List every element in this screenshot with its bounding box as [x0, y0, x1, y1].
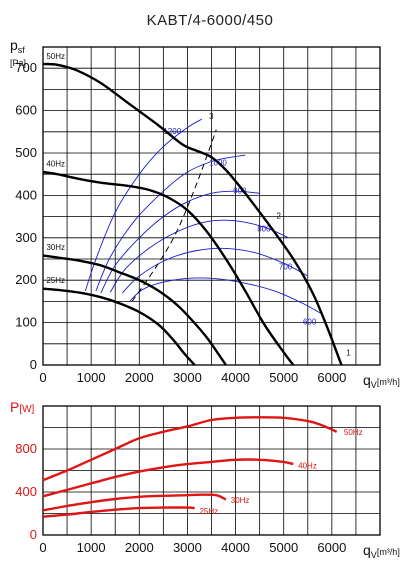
- pressure-curve-50Hz: [42, 62, 343, 366]
- power-plot: 0 1000 2000 3000 4000 5000 6000 0 400 800 50Hz 40Hz…: [15, 405, 381, 555]
- pressure-x-label-unit: [m³/h]: [377, 377, 400, 387]
- pressure-plot-frame: [42, 46, 381, 366]
- power-x-axis-label: qV[m³/h]: [363, 542, 400, 560]
- system-curve: [131, 129, 217, 302]
- pressure-y-tick-label: 300: [15, 230, 37, 245]
- pressure-x-label-sub: V: [371, 380, 377, 390]
- pressure-y-axis-label: psf: [10, 37, 25, 55]
- power-curve-30Hz: [42, 493, 227, 512]
- iso-label: 600: [303, 318, 317, 327]
- pressure-x-tick-label: 4000: [221, 370, 250, 385]
- power-x-tick-label: 4000: [221, 540, 250, 555]
- power-hz-label: 50Hz: [344, 428, 363, 437]
- pressure-x-label-main: q: [363, 372, 371, 388]
- power-x-tick-label: 6000: [317, 540, 346, 555]
- power-x-tick-label: 5000: [269, 540, 298, 555]
- pressure-x-tick-label: 2000: [125, 370, 154, 385]
- power-hz-label: 30Hz: [231, 496, 250, 505]
- power-curve-25Hz: [42, 506, 195, 518]
- curve-number-label: 1: [346, 349, 351, 358]
- power-curve-40Hz: [42, 458, 294, 498]
- pressure-y-tick-label: 200: [15, 272, 37, 287]
- pressure-y-tick-label: 500: [15, 145, 37, 160]
- power-hz-label: 40Hz: [298, 461, 317, 470]
- iso-label: 900: [233, 186, 247, 195]
- pressure-curve-30Hz: [42, 254, 227, 366]
- power-x-tick-label: 0: [39, 540, 46, 555]
- power-y-tick-label: 0: [30, 527, 37, 542]
- pressure-hz-label: 40Hz: [46, 160, 65, 169]
- iso-curve-800: [110, 219, 289, 293]
- iso-curve-1000: [95, 154, 246, 291]
- iso-curve-1200: [84, 118, 203, 291]
- pressure-hz-label: 25Hz: [46, 276, 65, 285]
- pressure-plot: 0 1000 2000 3000 4000 5000 6000 0 100 200 300 400 50…: [15, 46, 381, 385]
- pressure-curve-25Hz: [42, 287, 196, 366]
- chart-title: KABT/4-6000/450: [147, 12, 274, 29]
- power-x-label-unit: [m³/h]: [377, 547, 400, 557]
- power-y-label-main: P: [10, 399, 19, 415]
- pressure-curve-40Hz: [42, 170, 295, 366]
- iso-curve-600: [129, 277, 323, 315]
- power-y-axis-label: P[W]: [10, 399, 35, 415]
- pressure-x-tick-label: 3000: [173, 370, 202, 385]
- power-x-tick-label: 3000: [173, 540, 202, 555]
- iso-label: 800: [257, 224, 271, 233]
- iso-label: 1200: [163, 127, 181, 136]
- power-hz-label: 25Hz: [199, 507, 218, 516]
- power-x-label-main: q: [363, 542, 371, 558]
- pressure-y-tick-label: 0: [30, 357, 37, 372]
- pressure-x-tick-label: 1000: [77, 370, 106, 385]
- pressure-y-tick-label: 100: [15, 315, 37, 330]
- power-y-tick-label: 400: [15, 484, 37, 499]
- curve-number-label: 2: [276, 212, 281, 221]
- power-y-label-unit: [W]: [19, 404, 34, 415]
- iso-label: 700: [279, 263, 293, 272]
- iso-curve-700: [122, 247, 309, 294]
- iso-curve-900: [100, 190, 260, 294]
- pressure-y-tick-label: 700: [15, 60, 37, 75]
- power-x-tick-label: 1000: [77, 540, 106, 555]
- pressure-y-label-sub: sf: [18, 45, 26, 55]
- power-y-tick-label: 800: [15, 441, 37, 456]
- power-x-tick-label: 2000: [125, 540, 154, 555]
- pressure-x-axis-label: qV[m³/h]: [363, 372, 400, 390]
- pressure-x-tick-label: 6000: [317, 370, 346, 385]
- pressure-y-axis-unit: [Pa]: [10, 58, 26, 68]
- pressure-y-tick-label: 400: [15, 187, 37, 202]
- pressure-x-tick-label: 5000: [269, 370, 298, 385]
- pressure-y-tick-label: 600: [15, 103, 37, 118]
- pressure-y-label-main: p: [10, 37, 18, 53]
- curve-number-label: 3: [209, 112, 214, 121]
- power-x-label-sub: V: [371, 550, 377, 560]
- power-plot-frame: [42, 405, 381, 536]
- pressure-hz-label: 30Hz: [46, 243, 65, 252]
- power-curve-50Hz: [42, 416, 338, 482]
- pressure-hz-label: 50Hz: [46, 52, 65, 61]
- pressure-x-tick-label: 0: [39, 370, 46, 385]
